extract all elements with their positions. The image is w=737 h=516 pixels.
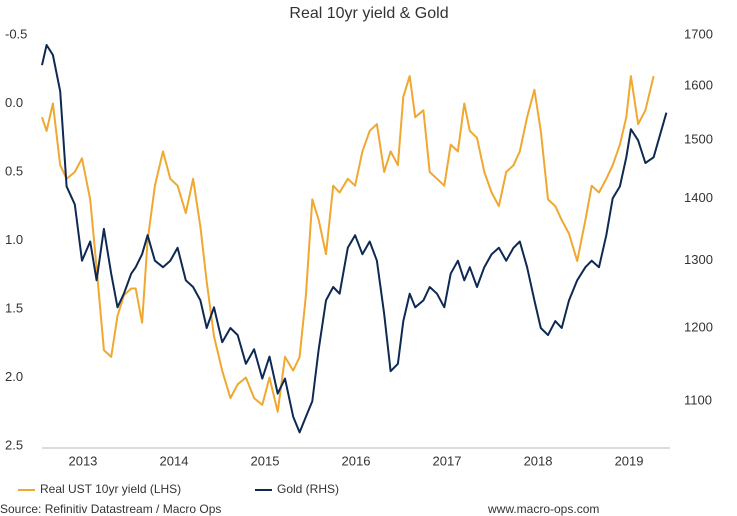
y2-tick-label: 1200 [684, 319, 713, 334]
source: Source: Refinitiv Datastream / Macro Ops [0, 502, 221, 516]
y-tick-label: -0.5 [5, 26, 27, 41]
x-tick-label: 2016 [342, 453, 371, 468]
y-tick-label: 0.0 [5, 95, 23, 110]
y2-tick-label: 1400 [684, 190, 713, 205]
y-tick-label: 1.0 [5, 232, 23, 247]
y2-tick-label: 1100 [684, 393, 712, 408]
x-tick-label: 2013 [68, 453, 97, 468]
legend-label: Gold (RHS) [277, 482, 339, 496]
x-tick-label: 2017 [433, 453, 462, 468]
x-tick-label: 2018 [524, 453, 553, 468]
y-tick-label: 2.0 [5, 369, 23, 384]
y2-tick-label: 1300 [684, 252, 713, 267]
y-tick-label: 2.5 [5, 437, 23, 452]
legend-label: Real UST 10yr yield (LHS) [40, 482, 181, 496]
line-series [41, 75, 655, 413]
x-tick-label: 2019 [615, 453, 644, 468]
y-tick-label: 0.5 [5, 163, 23, 178]
chart-title: Real 10yr yield & Gold [289, 5, 448, 22]
x-tick-label: 2015 [251, 453, 280, 468]
y2-tick-label: 1600 [684, 77, 713, 92]
x-tick-label: 2014 [160, 453, 189, 468]
y2-tick-label: 1500 [684, 132, 713, 147]
y2-tick-label: 1700 [684, 26, 713, 41]
website: www.macro-ops.com [487, 502, 599, 516]
y-tick-label: 1.5 [5, 300, 23, 315]
line-series [41, 44, 668, 434]
